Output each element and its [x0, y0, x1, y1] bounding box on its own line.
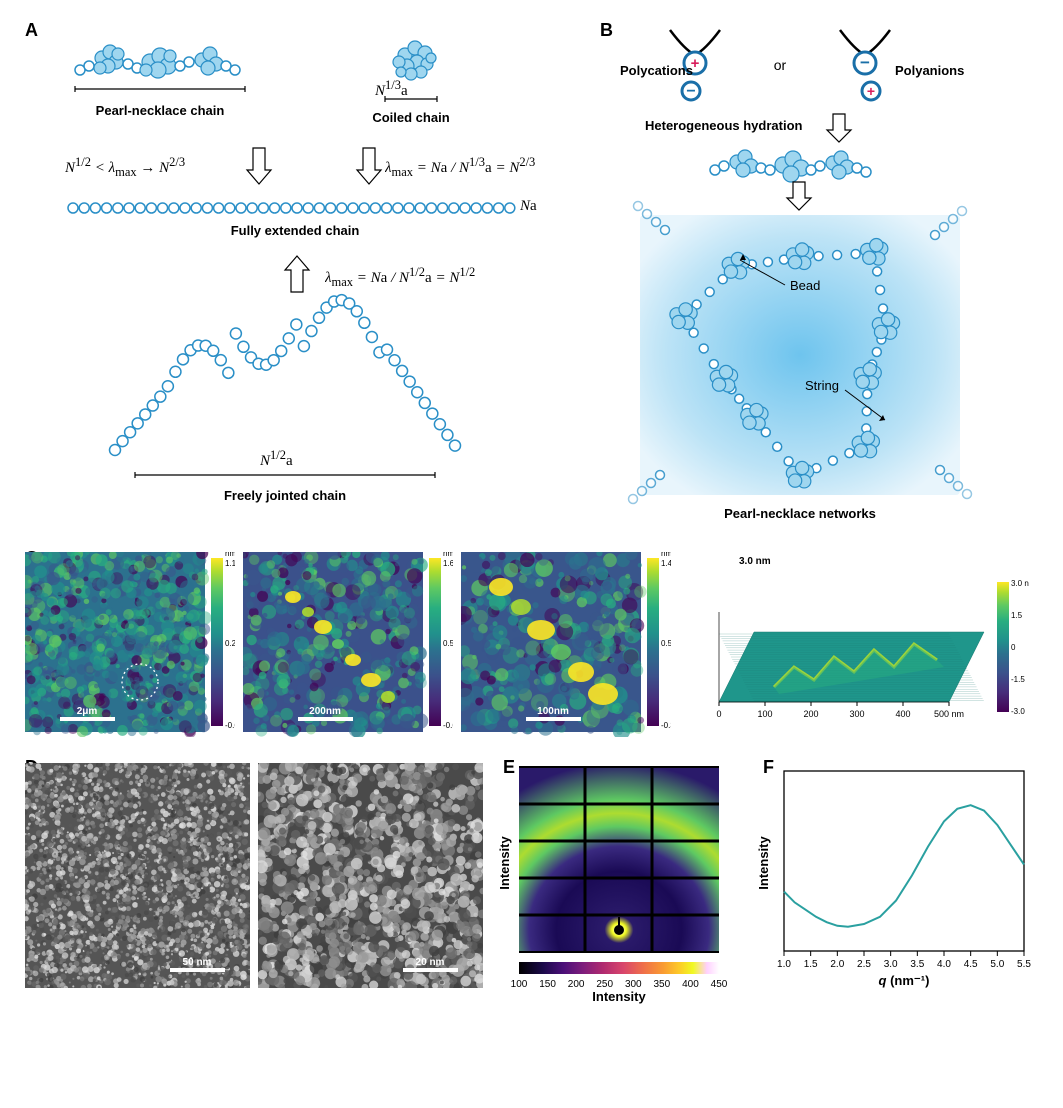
svg-text:200nm: 200nm	[309, 706, 341, 717]
fjc-illustration	[110, 295, 461, 456]
afm-image-1: 2μm nm 1.10 0.24 -0.62	[25, 552, 235, 742]
tem-image-1: 50 nm	[25, 763, 250, 988]
coiled-chain-caption: Coiled chain	[372, 110, 449, 125]
pearl-necklace-illustration	[75, 45, 240, 78]
svg-text:100: 100	[757, 709, 772, 719]
svg-text:1.5: 1.5	[1011, 611, 1023, 620]
extended-size-label: Na	[520, 198, 560, 215]
svg-text:50 nm: 50 nm	[183, 957, 212, 968]
panel-a: Pearl-necklace chain N1/3a Coiled chain …	[25, 20, 585, 540]
or-label: or	[774, 57, 787, 73]
svg-text:-1.5: -1.5	[1011, 675, 1025, 684]
bead-label: Bead	[790, 278, 820, 293]
coiled-chain-illustration	[393, 41, 436, 80]
svg-text:0.24: 0.24	[225, 639, 235, 648]
svg-text:400: 400	[895, 709, 910, 719]
svg-text:nm: nm	[661, 552, 671, 558]
svg-text:0.50: 0.50	[443, 639, 453, 648]
panel-a-diagram: Pearl-necklace chain N1/3a Coiled chain …	[25, 20, 585, 540]
afm-image-3: 100nm nm 1.42 0.55 -0.32	[461, 552, 671, 742]
svg-text:0.55: 0.55	[661, 639, 671, 648]
svg-text:0: 0	[1011, 643, 1016, 652]
svg-text:nm: nm	[225, 552, 235, 558]
hetero-label: Heterogeneous hydration	[645, 118, 803, 133]
svg-text:200: 200	[803, 709, 818, 719]
svg-text:-3.0: -3.0	[1011, 707, 1025, 716]
panel-f-ylabel: Intensity	[756, 836, 771, 890]
svg-text:-0.62: -0.62	[225, 721, 235, 730]
svg-text:1.10: 1.10	[225, 559, 235, 568]
svg-text:−: −	[686, 83, 695, 100]
panel-b: + − Polycations or − + Polyanions Hetero…	[585, 20, 1038, 540]
svg-text:−: −	[860, 53, 870, 72]
eq-fjc: λmax = Na / N1/2a = N1/2	[325, 265, 545, 289]
svg-text:-0.32: -0.32	[661, 721, 671, 730]
polyanion-label: Polyanions	[895, 63, 964, 78]
panel-b-diagram: + − Polycations or − + Polyanions Hetero…	[585, 20, 1025, 540]
svg-text:-0.61: -0.61	[443, 721, 453, 730]
svg-text:2μm: 2μm	[77, 706, 98, 717]
svg-text:0: 0	[716, 709, 721, 719]
panel-e-xlabel: Intensity	[592, 989, 646, 1004]
tem-image-2: 20 nm	[258, 763, 483, 988]
extended-chain-caption: Fully extended chain	[231, 223, 360, 238]
svg-text:nm: nm	[443, 552, 453, 558]
svg-text:300: 300	[849, 709, 864, 719]
polycation-label: Polycations	[620, 63, 693, 78]
afm-image-2: 200nm nm 1.61 0.50 -0.61	[243, 552, 453, 742]
coiled-size-label: N1/3a	[375, 78, 445, 98]
panel-e: Intensity 100150	[497, 757, 742, 1013]
pearl-network-caption: Pearl-necklace networks	[724, 506, 876, 521]
eq-coiled: λmax = Na / N1/3a = N2/3	[385, 155, 585, 179]
afm-3d-image: 3.0 nm 0100200300400500	[679, 552, 1029, 747]
svg-text:1.42: 1.42	[661, 559, 671, 568]
panel-d: 50 nm 20 nm	[25, 757, 483, 1013]
svg-text:3.0 nm: 3.0 nm	[1011, 579, 1029, 588]
panel-f: Intensity 1.01.52.02.53.03.54.04.55.05.5…	[756, 757, 1036, 1013]
svg-text:100nm: 100nm	[537, 706, 569, 717]
svg-text:+: +	[867, 83, 875, 99]
string-label: String	[805, 378, 839, 393]
svg-text:3.0 nm: 3.0 nm	[739, 556, 771, 567]
fjc-size-label: N1/2a	[260, 448, 330, 470]
pearl-necklace-caption: Pearl-necklace chain	[96, 103, 225, 118]
panel-f-xlabel: q (nm⁻¹)	[879, 973, 930, 988]
svg-text:500 nm: 500 nm	[934, 709, 964, 719]
panel-e-ylabel: Intensity	[497, 836, 512, 890]
eq-pearl: N1/2 < λmax → N2/3	[65, 155, 245, 179]
svg-text:1.61: 1.61	[443, 559, 453, 568]
fjc-caption: Freely jointed chain	[224, 488, 346, 503]
